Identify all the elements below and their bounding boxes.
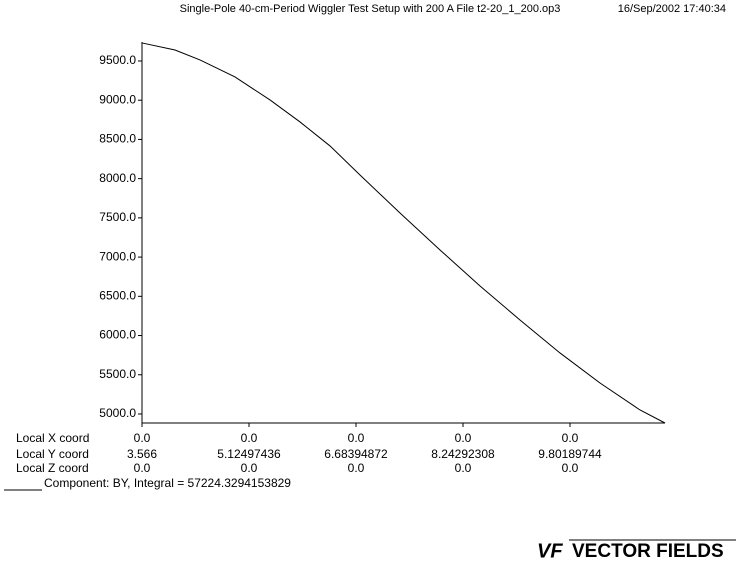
y-tick-label: 5000.0 [99,406,136,420]
y-tick-label: 7500.0 [99,210,136,224]
x-tick-label: 3.566 [127,447,157,461]
legend-label: Component: BY, Integral = 57224.32941538… [44,476,291,490]
z-coord-value: 0.0 [562,461,579,475]
x-tick-label: 5.12497436 [217,447,281,461]
z-coord-value: 0.0 [455,461,472,475]
logo-text: VECTOR FIELDS [572,541,724,562]
y-tick-label: 5500.0 [99,367,136,381]
z-coord-value: 0.0 [348,461,365,475]
x-coord-value: 0.0 [455,431,472,445]
timestamp: 16/Sep/2002 17:40:34 [618,3,726,15]
x-coord-value: 0.0 [134,431,151,445]
y-tick-label: 9000.0 [99,92,136,106]
x-coord-value: 0.0 [348,431,365,445]
data-line [141,42,666,424]
row-label: Local X coord [16,431,89,445]
y-tick-label: 6000.0 [99,328,136,342]
x-tick-label: 8.24292308 [431,447,495,461]
z-coord-value: 0.0 [241,461,258,475]
chart-title: Single-Pole 40-cm-Period Wiggler Test Se… [180,3,561,15]
y-tick-label: 8500.0 [99,132,136,146]
logo-mark: VF [537,540,563,562]
z-coord-value: 0.0 [134,461,151,475]
row-label: Local Z coord [16,461,89,475]
x-coord-value: 0.0 [241,431,258,445]
row-label: Local Y coord [16,447,89,461]
x-tick-label: 9.80189744 [538,447,602,461]
x-coord-value: 0.0 [562,431,579,445]
y-tick-label: 7000.0 [99,249,136,263]
x-tick-label: 6.68394872 [324,447,388,461]
y-tick-label: 6500.0 [99,288,136,302]
y-tick-label: 8000.0 [99,171,136,185]
y-tick-label: 9500.0 [99,53,136,67]
